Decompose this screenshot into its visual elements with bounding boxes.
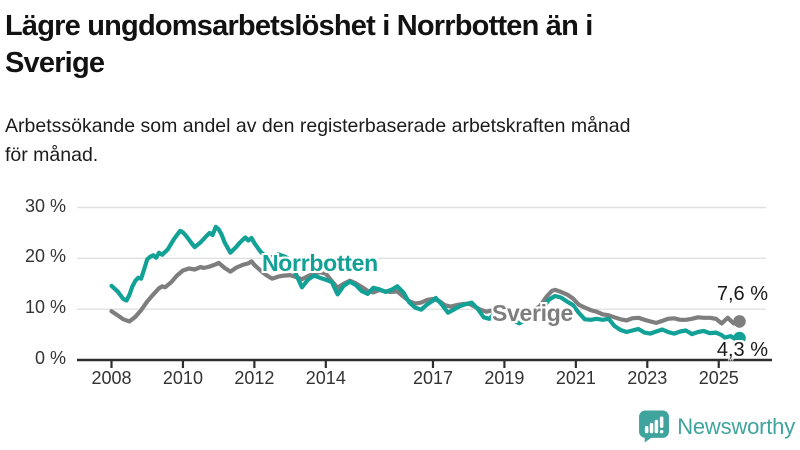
series-label-norrbotten: Norrbotten: [262, 250, 378, 276]
x-axis-tick-label: 2023: [627, 368, 668, 388]
end-dot-sverige: [733, 315, 746, 328]
y-axis-tick-label: 30 %: [24, 195, 66, 216]
x-axis-tick-label: 2017: [412, 368, 453, 388]
end-dot-norrbotten: [733, 331, 746, 345]
newsworthy-logo-icon: [639, 410, 670, 443]
y-axis-tick-label: 0 %: [34, 348, 66, 368]
y-axis-tick-label: 10 %: [24, 297, 66, 318]
series-label-sverige: Sverige: [492, 300, 574, 326]
x-axis-tick-label: 2008: [91, 368, 132, 388]
series-line-sverige: [109, 259, 742, 326]
page-title-line-1: Lägre ungdomsarbetslöshet i Norrbotten ä…: [5, 10, 593, 42]
x-axis-tick-label: 2012: [234, 368, 275, 388]
page-title-line-2: Sverige: [5, 47, 105, 79]
x-axis-tick-label: 2019: [484, 368, 525, 388]
series-line-norrbotten: [109, 224, 742, 341]
newsworthy-logo: Newsworthy: [638, 410, 795, 443]
end-value-label-sverige: 7,6 %: [716, 283, 768, 305]
x-axis-tick-label: 2025: [698, 368, 739, 388]
page-title: Lägre ungdomsarbetslöshet i Norrbotten ä…: [5, 8, 593, 82]
x-axis-tick-label: 2021: [555, 368, 596, 388]
end-value-label-norrbotten: 4,3 %: [716, 339, 768, 361]
page-subtitle-line-2: för månad.: [5, 144, 99, 166]
newsworthy-logo-text: Newsworthy: [677, 413, 795, 439]
y-axis-tick-label: 20 %: [24, 246, 66, 267]
x-axis-tick-label: 2010: [162, 368, 203, 388]
x-axis-tick-label: 2014: [305, 368, 346, 388]
page-subtitle-line-1: Arbetssökande som andel av den registerb…: [5, 115, 631, 137]
page-subtitle: Arbetssökande som andel av den registerb…: [5, 112, 630, 170]
